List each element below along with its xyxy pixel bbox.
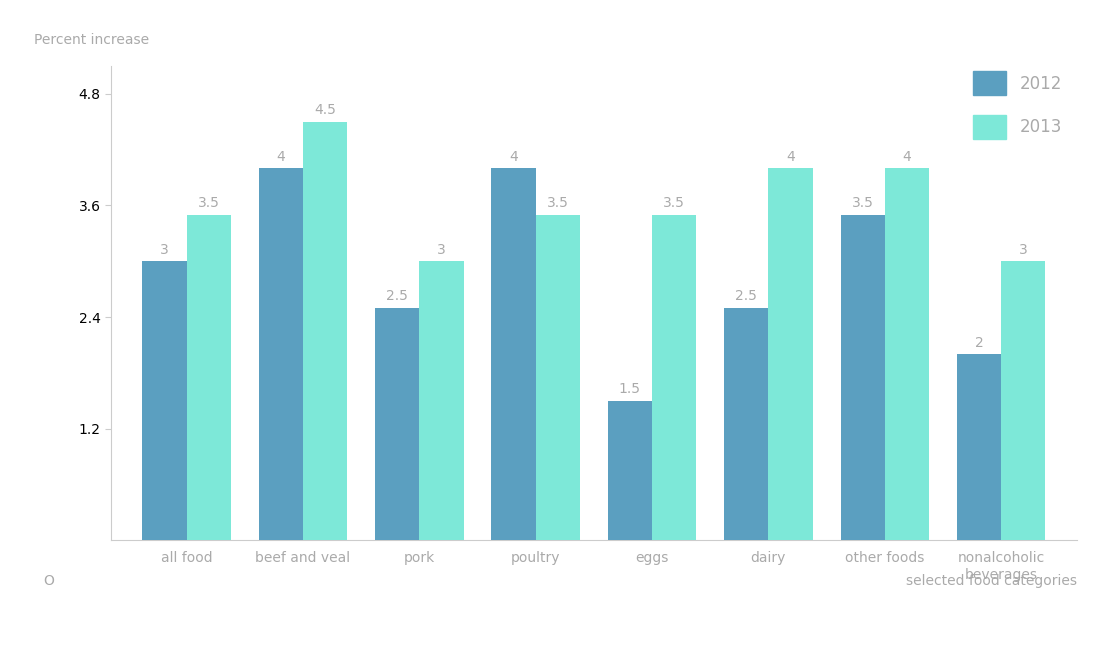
Bar <box>259 168 303 540</box>
Text: O: O <box>43 573 53 588</box>
Text: 3: 3 <box>160 243 169 256</box>
Bar <box>1001 261 1046 540</box>
Bar <box>420 261 464 540</box>
Text: 2.5: 2.5 <box>735 289 757 303</box>
Bar <box>840 215 885 540</box>
Text: 2: 2 <box>975 335 983 350</box>
Text: 4: 4 <box>902 150 911 163</box>
Bar <box>768 168 813 540</box>
Text: 2.5: 2.5 <box>386 289 408 303</box>
Bar <box>885 168 929 540</box>
Text: 4: 4 <box>276 150 285 163</box>
Bar <box>536 215 579 540</box>
Bar <box>142 261 186 540</box>
Bar <box>375 308 420 540</box>
Text: 3: 3 <box>437 243 446 256</box>
Text: 1.5: 1.5 <box>619 382 640 396</box>
Bar <box>186 215 231 540</box>
Legend: 2012, 2013: 2012, 2013 <box>966 65 1068 145</box>
Bar <box>492 168 536 540</box>
Text: 3.5: 3.5 <box>547 196 568 210</box>
Bar <box>608 401 652 540</box>
Text: Percent increase: Percent increase <box>33 33 149 47</box>
Text: 4: 4 <box>509 150 518 163</box>
Text: 4.5: 4.5 <box>314 103 336 117</box>
Text: 3.5: 3.5 <box>663 196 685 210</box>
Bar <box>652 215 696 540</box>
Text: 3.5: 3.5 <box>198 196 220 210</box>
Bar <box>724 308 768 540</box>
Bar <box>957 355 1001 540</box>
Text: selected food categories: selected food categories <box>906 573 1077 588</box>
Text: 4: 4 <box>786 150 795 163</box>
Text: 3.5: 3.5 <box>851 196 874 210</box>
Bar <box>303 122 347 540</box>
Text: 3: 3 <box>1019 243 1028 256</box>
